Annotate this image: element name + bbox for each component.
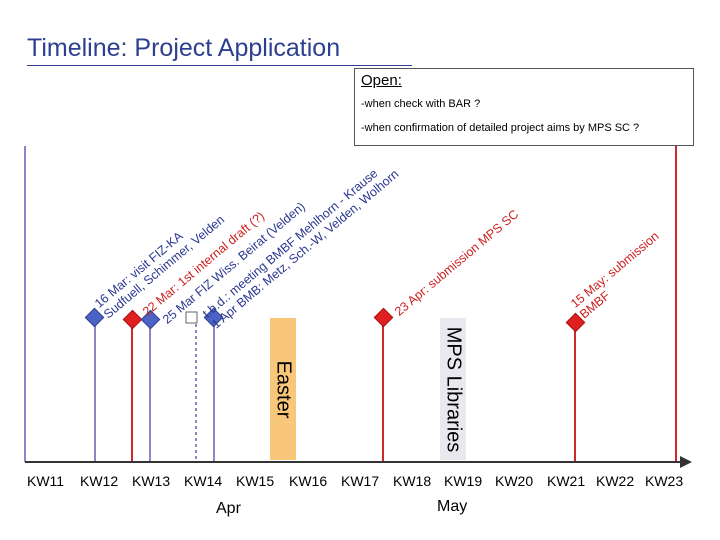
- week-label: KW14: [184, 473, 223, 489]
- week-label: KW13: [132, 473, 171, 489]
- week-label: KW11: [27, 473, 65, 489]
- page-title: Timeline: Project Application: [27, 34, 341, 62]
- event-marker-internal-draft: [122, 309, 143, 330]
- open-item-sc-confirmation: -when confirmation of detailed project a…: [361, 122, 640, 134]
- libraries-phase-bar: [440, 318, 466, 460]
- week-label: KW18: [393, 473, 432, 489]
- easter-phase-label-box: Easter: [270, 318, 296, 460]
- week-label: KW23: [645, 473, 684, 489]
- easter-phase-bar: [270, 318, 296, 460]
- week-label: KW19: [444, 473, 483, 489]
- month-label-may: May: [437, 498, 468, 515]
- week-label: KW12: [80, 473, 119, 489]
- title-underline: [27, 65, 412, 66]
- event-marker-fiz-beirat: [140, 309, 161, 330]
- week-label: KW15: [236, 473, 275, 489]
- week-label: KW22: [596, 473, 635, 489]
- open-item-bar-check: -when check with BAR ?: [361, 98, 481, 110]
- libraries-phase-label: MPS Libraries: [442, 326, 465, 452]
- event-marker-submission-sc: [373, 307, 394, 328]
- week-label: KW17: [341, 473, 380, 489]
- open-heading: Open:: [361, 72, 402, 89]
- event-marker-bmbf-meeting: [203, 307, 224, 328]
- month-label-apr: Apr: [216, 500, 241, 517]
- event-marker-submission-bmbf: [565, 312, 586, 333]
- easter-phase-label: Easter: [272, 360, 295, 418]
- timeline-axis-arrow: [680, 456, 692, 468]
- event-marker-visit-fiz: [84, 307, 105, 328]
- week-label: KW20: [495, 473, 534, 489]
- libraries-phase-label-box: MPS Libraries: [440, 318, 466, 460]
- week-label: KW16: [289, 473, 328, 489]
- open-questions-box: Open: -when check with BAR ? -when confi…: [354, 68, 694, 146]
- week-label: KW21: [547, 473, 586, 489]
- event-marker-tbd: [185, 311, 198, 324]
